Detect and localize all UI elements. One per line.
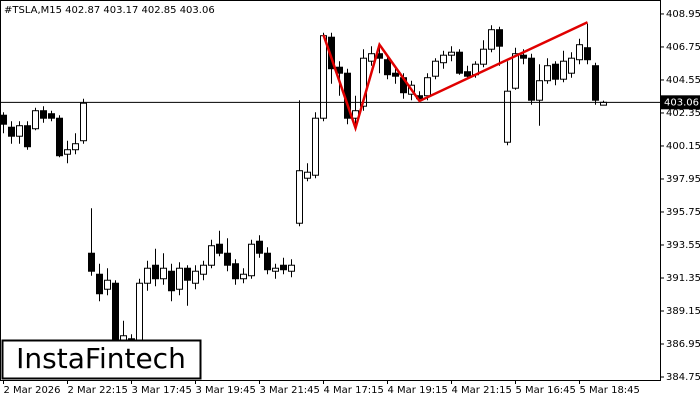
x-tick-label: 2 Mar 2026 xyxy=(4,385,61,396)
candle-body xyxy=(200,264,207,275)
candle-body xyxy=(64,149,71,155)
x-tick-label: 4 Mar 19:15 xyxy=(388,385,448,396)
candle-body xyxy=(256,240,263,254)
candle-body xyxy=(48,113,55,119)
chart-title: #TSLA,M15 402.87 403.17 402.85 403.06 xyxy=(4,5,215,16)
candle-body xyxy=(16,125,23,137)
candle-body xyxy=(176,267,183,290)
y-tick-label: 408.95 xyxy=(666,9,700,20)
candle-body xyxy=(56,117,63,157)
y-tick-label: 395.75 xyxy=(666,207,700,218)
candle-body xyxy=(80,102,87,142)
candle-body xyxy=(456,51,463,74)
y-tick-label: 402.35 xyxy=(666,108,700,119)
y-tick-label: 397.95 xyxy=(666,174,700,185)
logo-box xyxy=(1,339,202,380)
candle-body xyxy=(160,267,167,280)
candle-body xyxy=(536,80,543,101)
candle-body xyxy=(360,57,367,107)
candle-body xyxy=(464,71,471,77)
candle-body xyxy=(552,63,559,80)
logo: InstaFintech xyxy=(16,342,186,375)
candle-body xyxy=(304,171,311,179)
x-tick-label: 3 Mar 21:45 xyxy=(260,385,320,396)
candle-body xyxy=(440,54,447,64)
candle-body xyxy=(248,243,255,277)
candle-body xyxy=(136,282,143,344)
candle-body xyxy=(568,57,575,74)
candle-body xyxy=(232,263,239,280)
candle-body xyxy=(368,53,375,62)
y-tick-label: 404.55 xyxy=(666,75,700,86)
y-tick-label: 389.15 xyxy=(666,306,700,317)
candle-body xyxy=(40,110,47,119)
candle-body xyxy=(520,54,527,59)
candle-body xyxy=(208,245,215,266)
candle-body xyxy=(312,117,319,176)
candle-body xyxy=(288,264,295,272)
candle-body xyxy=(384,59,391,76)
candle-body xyxy=(152,264,159,280)
candle-body xyxy=(488,29,495,50)
candle-body xyxy=(96,273,103,295)
candle-body xyxy=(496,29,503,47)
x-tick-label: 2 Mar 22:15 xyxy=(68,385,128,396)
x-tick-label: 4 Mar 17:15 xyxy=(324,385,384,396)
candle-body xyxy=(192,270,199,284)
candle-body xyxy=(320,35,327,119)
candle-body xyxy=(592,65,599,101)
candle-body xyxy=(504,90,511,143)
candle-body xyxy=(264,252,271,271)
pattern-line xyxy=(322,21,589,133)
candle-body xyxy=(296,170,303,224)
y-tick-label: 384.75 xyxy=(666,372,700,383)
candle-body xyxy=(8,126,15,137)
candle-body xyxy=(280,264,287,271)
candle-body xyxy=(448,51,455,56)
x-tick-label: 3 Mar 19:45 xyxy=(196,385,256,396)
candle-body xyxy=(88,252,95,272)
candle-body xyxy=(424,77,431,97)
last-price-box xyxy=(660,95,700,110)
last-price-label: 403.06 xyxy=(664,97,699,108)
candle-body xyxy=(512,53,519,89)
candle-body xyxy=(32,110,39,130)
candle-body xyxy=(528,57,535,101)
candle-body xyxy=(72,143,79,151)
y-tick-label: 386.95 xyxy=(666,339,700,350)
candle-body xyxy=(240,273,247,280)
candle-body xyxy=(544,65,551,82)
y-tick-label: 406.75 xyxy=(666,42,700,53)
candle-body xyxy=(184,267,191,281)
candle-body xyxy=(392,72,399,77)
x-tick-label: 4 Mar 21:15 xyxy=(452,385,512,396)
candle-body xyxy=(584,47,591,61)
candle-body xyxy=(24,125,31,148)
candle-body xyxy=(576,44,583,61)
candle-body xyxy=(104,279,111,290)
plot-frame xyxy=(0,0,661,381)
candle-body xyxy=(432,60,439,77)
y-tick-label: 400.15 xyxy=(666,141,700,152)
x-tick-label: 5 Mar 18:45 xyxy=(580,385,640,396)
candle-body xyxy=(560,60,567,80)
y-tick-label: 391.35 xyxy=(666,273,700,284)
candle-body xyxy=(0,114,7,125)
x-tick-label: 5 Mar 16:45 xyxy=(516,385,576,396)
candle-body xyxy=(112,282,119,347)
candle-body xyxy=(224,252,231,266)
candle-body xyxy=(168,270,175,292)
candle-body xyxy=(216,243,223,254)
candle-body xyxy=(272,267,279,272)
candle-body xyxy=(144,267,151,284)
x-tick-label: 3 Mar 17:45 xyxy=(132,385,192,396)
plot-area: 408.95 406.75 404.55 402.35 400.15 397.95 395.… xyxy=(0,9,700,396)
y-tick-label: 393.55 xyxy=(666,240,700,251)
candle-body xyxy=(480,48,487,65)
